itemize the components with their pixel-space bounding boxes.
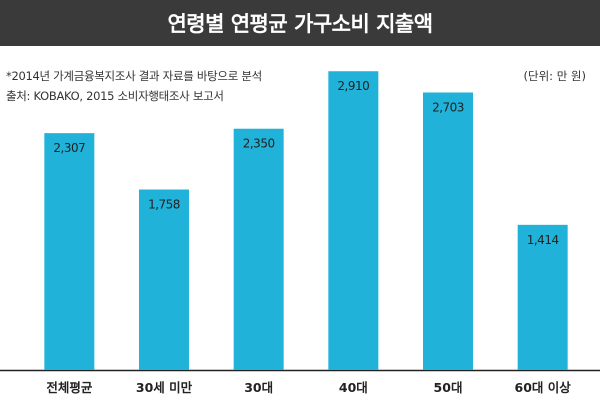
value-label-3: 2,350 <box>243 137 275 151</box>
value-label-1: 2,307 <box>53 141 85 155</box>
value-label-4: 2,910 <box>337 79 369 93</box>
bar-1 <box>44 133 95 370</box>
category-label-1: 전체평균 <box>46 380 93 395</box>
category-label-2: 30세 미만 <box>136 380 193 395</box>
bar-6 <box>517 224 568 370</box>
category-label-4: 40대 <box>339 380 368 395</box>
chart-title: 연령별 연평균 가구소비 지출액 <box>167 12 433 36</box>
bar-2 <box>139 189 189 370</box>
value-label-5: 2,703 <box>432 100 464 114</box>
source-note-2: 출처: KOBAKO, 2015 소비자행태조사 보고서 <box>6 89 224 103</box>
category-label-5: 50대 <box>434 380 463 395</box>
chart-title-bar: 연령별 연평균 가구소비 지출액 <box>0 0 600 46</box>
bar-5 <box>423 92 473 370</box>
unit-label: (단위: 만 원) <box>523 69 586 83</box>
bar-4 <box>328 71 379 371</box>
value-label-2: 1,758 <box>148 198 180 212</box>
category-label-6: 60대 이상 <box>515 380 572 395</box>
value-label-6: 1,414 <box>527 233 559 247</box>
source-note-1: *2014년 가계금융복지조사 결과 자료를 바탕으로 분석 <box>6 69 262 83</box>
category-label-3: 30대 <box>244 380 273 395</box>
bar-3 <box>233 128 284 370</box>
